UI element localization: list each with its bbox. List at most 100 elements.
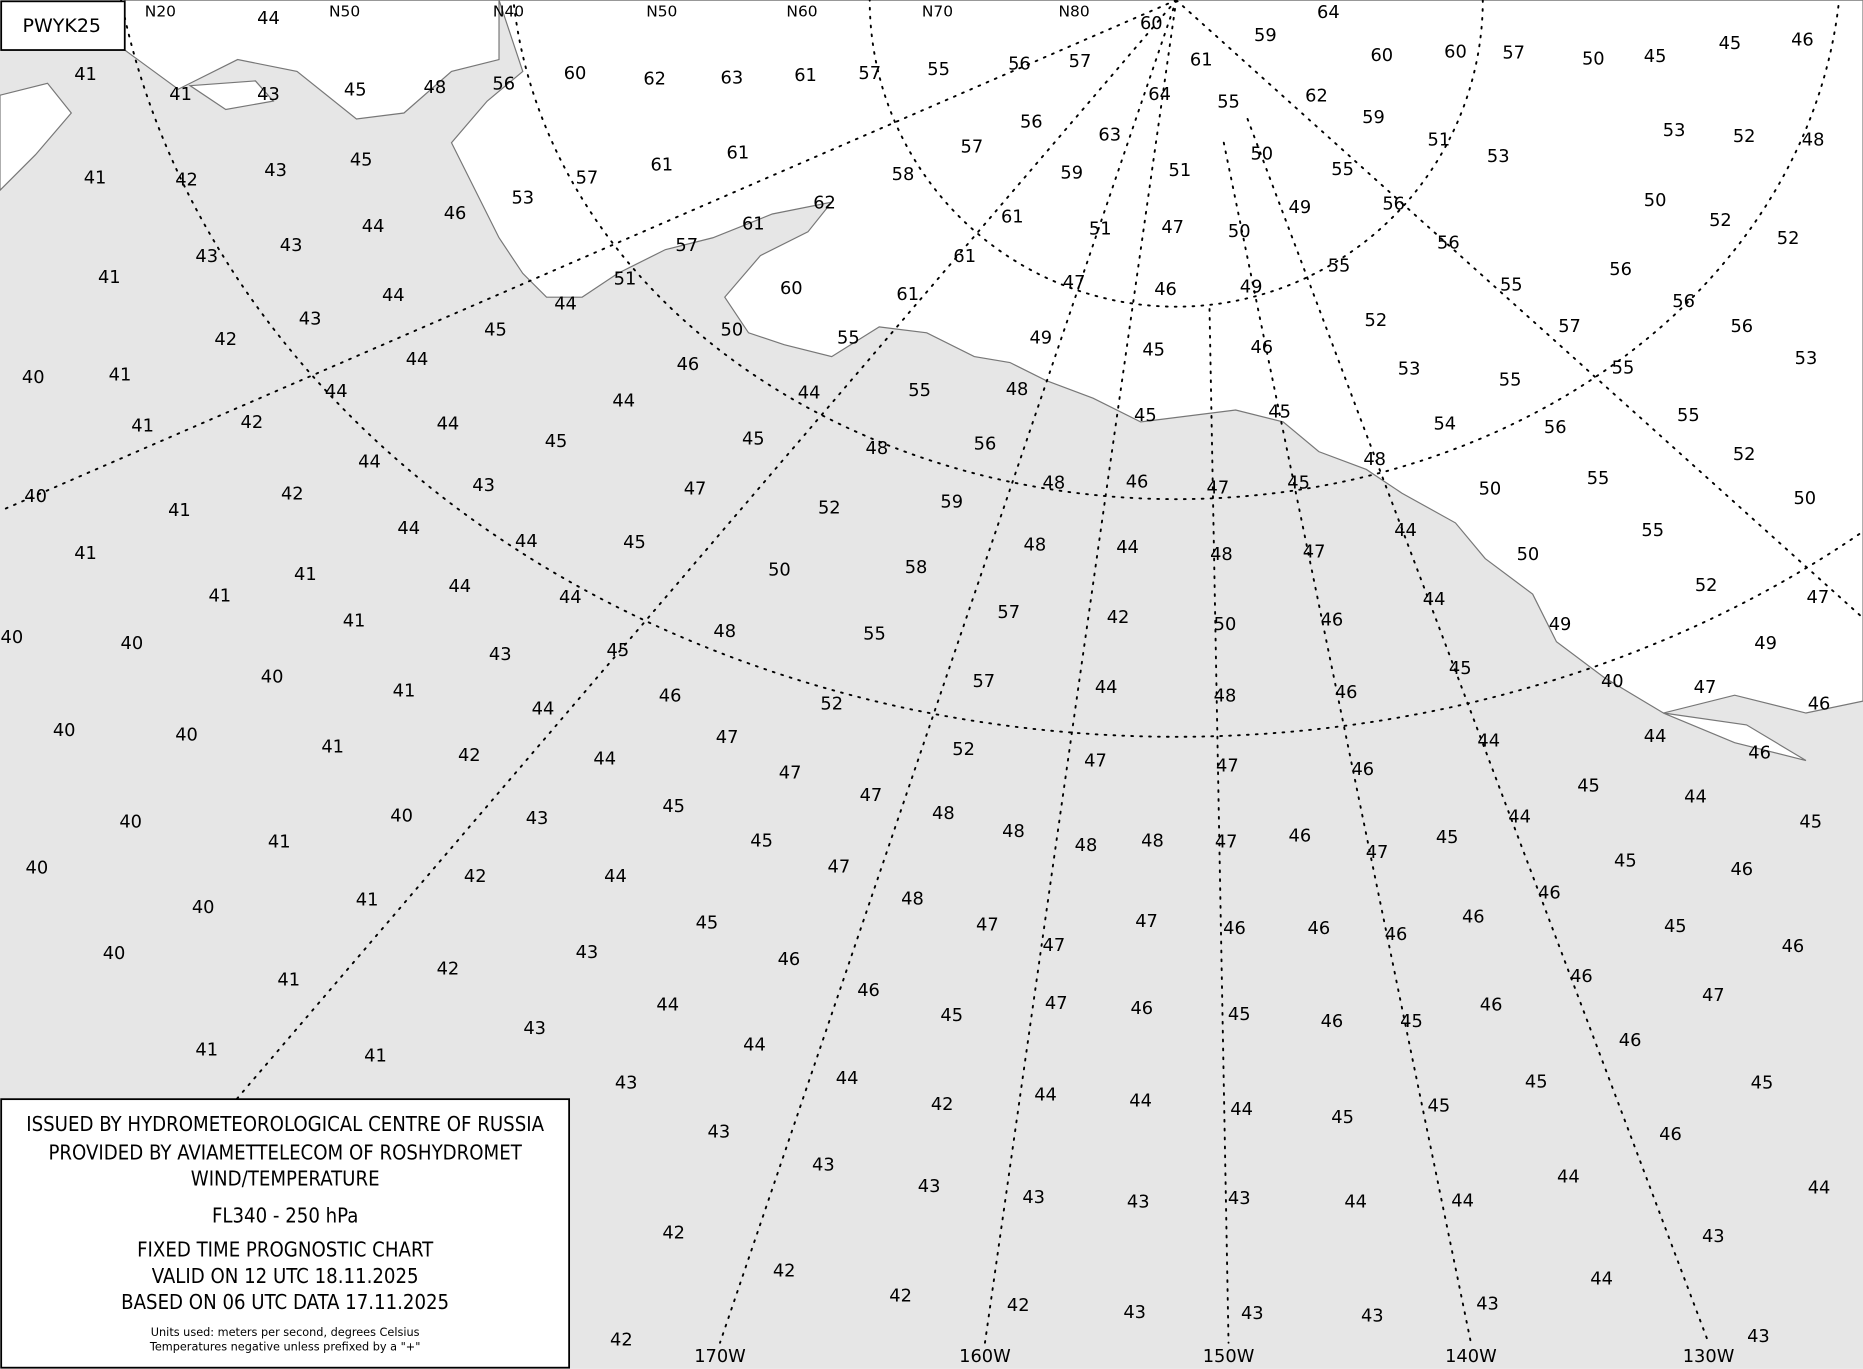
temperature: 45	[1436, 827, 1459, 848]
temperature: 40	[103, 943, 126, 964]
temperature: 57	[1558, 316, 1581, 337]
latitude-label: N80	[1058, 3, 1089, 21]
temperature: 55	[1612, 357, 1635, 378]
temperature: 51	[614, 268, 637, 289]
temperature: 50	[1250, 144, 1273, 165]
temperature: 41	[356, 890, 379, 911]
temperature: 52	[818, 498, 841, 519]
temperature: 52	[1695, 575, 1718, 596]
temperature: 45	[1268, 401, 1291, 422]
temperature: 58	[892, 164, 915, 185]
temperature: 45	[1614, 851, 1637, 872]
longitude-label: 130W	[1683, 1346, 1735, 1367]
temperature: 40	[261, 666, 284, 687]
temperature: 42	[1107, 607, 1130, 628]
temperature: 53	[511, 188, 534, 209]
temperature: 45	[1287, 473, 1310, 494]
meridian	[1246, 117, 1710, 1344]
temperature: 50	[1644, 190, 1667, 211]
temperature: 43	[1747, 1326, 1770, 1347]
temperature: 42	[241, 412, 264, 433]
temperature: 43	[264, 160, 287, 181]
temperature: 43	[1241, 1303, 1264, 1324]
temperature: 45	[1134, 405, 1157, 426]
legend-note: Units used: meters per second, degrees C…	[151, 1326, 420, 1339]
latitude-labels: N20 N50 N40 N50 N60 N70 N80	[145, 3, 1090, 21]
temperature: 46	[1385, 924, 1408, 945]
temperature: 46	[1351, 759, 1374, 780]
temperature: 46	[1570, 966, 1593, 987]
temperature: 48	[1363, 449, 1386, 470]
temperature: 46	[1307, 918, 1330, 939]
temperature: 44	[515, 531, 538, 552]
temperature: 47	[1366, 842, 1389, 863]
temperature: 48	[901, 889, 924, 910]
temperature: 47	[1807, 587, 1830, 608]
temperature: 52	[1777, 228, 1800, 249]
temperature: 45	[1449, 658, 1472, 679]
temperature: 41	[168, 500, 191, 521]
temperature: 61	[896, 284, 919, 305]
temperature: 45	[1525, 1072, 1548, 1093]
temperature: 44	[257, 8, 280, 29]
temperature: 41	[343, 611, 366, 632]
temperature: 42	[889, 1285, 912, 1306]
temperature: 48	[1802, 129, 1825, 150]
island	[188, 80, 275, 111]
temperature: 53	[1663, 120, 1686, 141]
temperature: 40	[22, 367, 45, 388]
temperature: 43	[523, 1018, 546, 1039]
temperature: 47	[1043, 935, 1066, 956]
temperature: 57	[858, 63, 881, 84]
temperature: 43	[576, 942, 599, 963]
temperature: 47	[1215, 832, 1238, 853]
temperature: 44	[1394, 520, 1417, 541]
temperature: 45	[1751, 1073, 1774, 1094]
temperature: 41	[268, 832, 291, 853]
temperature: 61	[726, 142, 749, 163]
temperature: 43	[257, 84, 280, 105]
temperature: 42	[214, 329, 237, 350]
temperature: 55	[1499, 369, 1522, 390]
temperature: 52	[1365, 310, 1388, 331]
temperature: 53	[1398, 359, 1421, 380]
temperature: 45	[1799, 811, 1822, 832]
temperature: 44	[1344, 1192, 1367, 1213]
temperature: 42	[281, 483, 304, 504]
temperature: 43	[526, 808, 549, 829]
temperature: 55	[1587, 468, 1610, 489]
temperature: 41	[84, 167, 107, 188]
temperature: 46	[1748, 742, 1771, 763]
temperature: 44	[1095, 677, 1118, 698]
temperature: 47	[1063, 272, 1086, 293]
temperature: 43	[615, 1073, 638, 1094]
temperature: 44	[1034, 1085, 1057, 1106]
temperature: 45	[1427, 1095, 1450, 1116]
temperature: 44	[448, 576, 471, 597]
temperature: 44	[1808, 1177, 1831, 1198]
temperature: 47	[1702, 985, 1725, 1006]
temperature: 43	[1702, 1226, 1725, 1247]
temperature: 55	[1328, 255, 1351, 276]
temperature: 48	[1024, 534, 1047, 555]
temperature: 44	[1116, 537, 1139, 558]
temperature: 60	[1370, 45, 1393, 66]
temperature: 52	[952, 739, 975, 760]
temperature: 42	[610, 1329, 633, 1350]
temperature: 51	[1427, 129, 1450, 150]
temperature: 49	[1240, 277, 1263, 298]
legend-line: ISSUED BY HYDROMETEOROLOGICAL CENTRE OF …	[26, 1112, 544, 1136]
temperature: 48	[866, 438, 889, 459]
temperature-labels: 44 41 41 43 45 48 56 60 62 63 61 57 55 56 57 60 61 59 64 60…	[1, 2, 1831, 1350]
temperature: 61	[953, 246, 976, 267]
temperature: 57	[1502, 43, 1525, 64]
legend-note: Temperatures negative unless prefixed by…	[149, 1340, 421, 1353]
temperature: 46	[1321, 1011, 1344, 1032]
north-america-coast	[450, 0, 1863, 714]
temperature: 43	[1123, 1302, 1146, 1323]
temperature: 48	[1075, 835, 1098, 856]
temperature: 46	[1480, 994, 1503, 1015]
temperature: 45	[1400, 1011, 1423, 1032]
temperature: 48	[932, 803, 955, 824]
temperature: 45	[1664, 916, 1687, 937]
